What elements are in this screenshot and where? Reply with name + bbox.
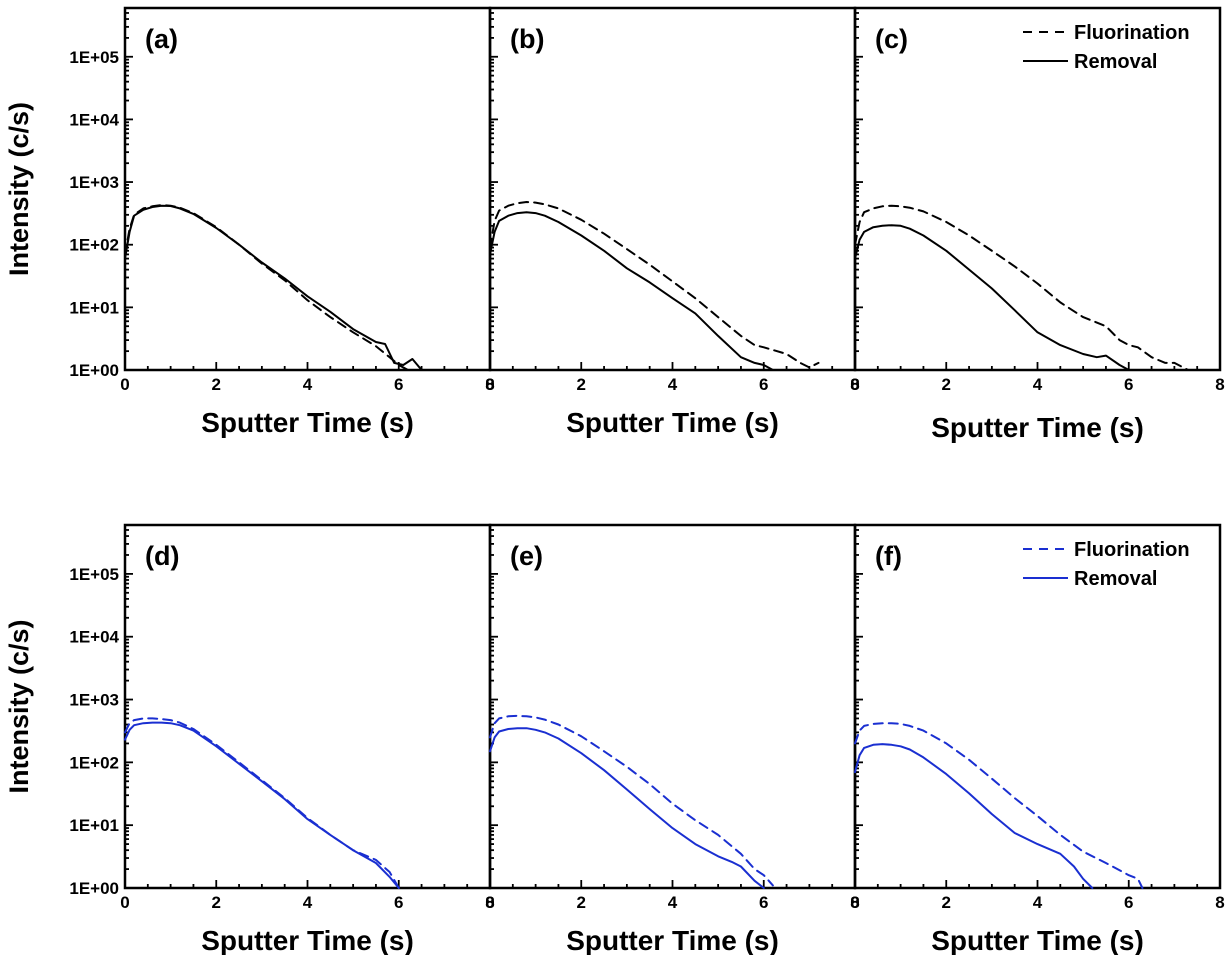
- panel-label: (b): [510, 24, 544, 54]
- y-axis-label: Intensity (c/s): [4, 619, 34, 793]
- x-tick-label: 4: [668, 375, 678, 394]
- x-tick-label: 4: [1033, 893, 1043, 912]
- x-tick-label: 6: [1124, 893, 1133, 912]
- series-fluorination: [854, 204, 1190, 371]
- x-tick-label: 8: [485, 893, 494, 912]
- series-fluorination: [124, 204, 409, 371]
- x-tick-label: 2: [942, 893, 951, 912]
- y-tick-label: 1E+01: [69, 298, 119, 317]
- legend-label: Removal: [1074, 568, 1157, 590]
- legend: Fluorination Removal: [1023, 22, 1190, 73]
- panel-d: 0 2 4 6 8 Sputter Time (s) (d): [120, 523, 495, 955]
- x-tick-label: 0: [485, 375, 494, 394]
- panel-frame: [488, 6, 857, 372]
- series-fluorination: [489, 201, 820, 369]
- panel-a: 0 2 4 6 8 Sputter Time (s) (a): [120, 6, 495, 438]
- x-tick-label: 4: [303, 893, 313, 912]
- x-axis-label: Sputter Time (s): [931, 412, 1144, 443]
- x-tick-label: 0: [485, 893, 494, 912]
- x-tick-label: 4: [1033, 375, 1043, 394]
- x-axis-label: Sputter Time (s): [566, 925, 779, 955]
- y-axis-label: Intensity (c/s): [4, 102, 34, 276]
- series-removal: [124, 204, 423, 371]
- panel-frame: [123, 6, 492, 372]
- panel-label: (f): [875, 541, 902, 571]
- y-tick-label: 1E+00: [69, 361, 119, 380]
- panel-frame: [853, 523, 1222, 890]
- x-axis-label: Sputter Time (s): [566, 407, 779, 438]
- x-tick-label: 8: [1215, 893, 1224, 912]
- x-tick-label: 6: [759, 893, 768, 912]
- legend-label: Removal: [1074, 51, 1157, 73]
- panel-b: 0 2 4 6 8 Sputter Time (s) (b): [485, 6, 860, 438]
- row-2: Intensity (c/s) 1E+00 1E+01 1E+02 1E+03 1E+04…: [4, 523, 1225, 955]
- series-fluorination: [854, 722, 1144, 889]
- panel-frame: [123, 523, 492, 890]
- legend: Fluorination Removal: [1023, 539, 1190, 590]
- x-tick-label: 4: [668, 893, 678, 912]
- panel-f: 0 2 4 6 8 Sputter Time (s) (f) Fluorination Remo…: [850, 523, 1225, 955]
- x-tick-label: 0: [850, 375, 859, 394]
- x-tick-label: 2: [212, 893, 221, 912]
- x-tick-label: 0: [120, 375, 129, 394]
- y-tick-label: 1E+02: [69, 236, 119, 255]
- x-tick-label: 4: [303, 375, 313, 394]
- panel-e: 0 2 4 6 8 Sputter Time (s) (e): [485, 523, 860, 955]
- row-1: Intensity (c/s) 1E+00 1E+01 1E+02 1E+03 1E+04…: [4, 6, 1225, 443]
- series-fluorination: [489, 714, 774, 887]
- legend-label: Fluorination: [1074, 539, 1190, 561]
- y-tick-label: 1E+04: [69, 110, 119, 129]
- y-tick-label: 1E+05: [69, 48, 119, 67]
- panel-label: (d): [145, 541, 179, 571]
- panel-label: (e): [510, 541, 543, 571]
- y-tick-label: 1E+02: [69, 753, 119, 772]
- x-tick-label: 8: [485, 375, 494, 394]
- x-tick-label: 2: [577, 893, 586, 912]
- x-tick-label: 2: [942, 375, 951, 394]
- y-tick-label: 1E+03: [69, 691, 119, 710]
- series-removal: [489, 727, 765, 889]
- series-fluorination: [124, 717, 400, 889]
- y-tick-label: 1E+05: [69, 565, 119, 584]
- x-axis-label: Sputter Time (s): [931, 925, 1144, 955]
- y-tick-label: 1E+03: [69, 173, 119, 192]
- x-tick-label: 6: [759, 375, 768, 394]
- x-tick-label: 2: [212, 375, 221, 394]
- panel-frame: [488, 523, 857, 890]
- x-tick-label: 2: [577, 375, 586, 394]
- y-tick-label: 1E+04: [69, 628, 119, 647]
- x-tick-label: 0: [850, 893, 859, 912]
- series-removal: [124, 721, 400, 889]
- x-tick-label: 8: [1215, 375, 1224, 394]
- series-removal: [854, 224, 1130, 371]
- panel-label: (c): [875, 24, 908, 54]
- x-axis-label: Sputter Time (s): [201, 407, 414, 438]
- panel-label: (a): [145, 24, 178, 54]
- x-axis-label: Sputter Time (s): [201, 925, 414, 955]
- series-removal: [489, 211, 774, 371]
- series-removal: [854, 743, 1094, 889]
- y-tick-label: 1E+01: [69, 816, 119, 835]
- panel-c: 0 2 4 6 8 Sputter Time (s) (c) Fluorination Remo…: [850, 6, 1225, 443]
- x-tick-label: 8: [850, 893, 859, 912]
- x-tick-label: 8: [850, 375, 859, 394]
- x-tick-label: 6: [394, 375, 403, 394]
- x-tick-label: 0: [120, 893, 129, 912]
- panel-frame: [853, 6, 1222, 372]
- x-tick-label: 6: [1124, 375, 1133, 394]
- x-tick-label: 6: [394, 893, 403, 912]
- legend-label: Fluorination: [1074, 22, 1190, 44]
- y-tick-label: 1E+00: [69, 879, 119, 898]
